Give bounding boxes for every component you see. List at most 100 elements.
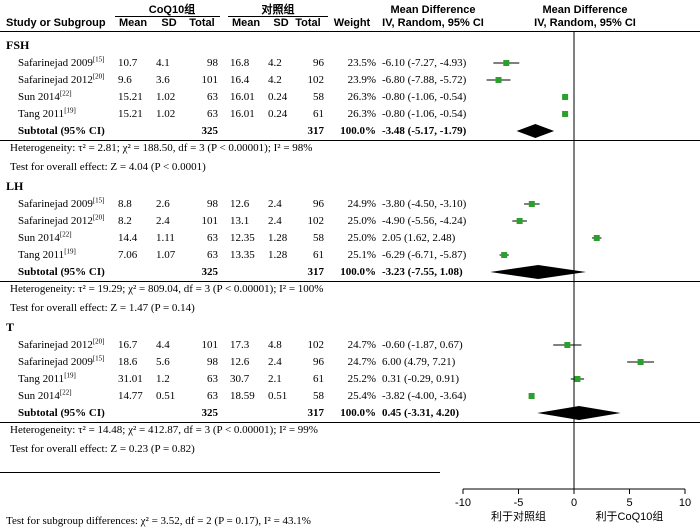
exp-mean: 15.21 <box>118 108 143 120</box>
study-label: Safarinejad 2009 <box>18 57 93 69</box>
study-name: Sun 2014[22] <box>18 230 72 246</box>
ctl-mean: 16.01 <box>230 91 255 103</box>
subtotal-row: Subtotal (95% CI) 325 317 100.0% -3.48 (-5.1… <box>0 123 700 139</box>
table-row: Tang 2011[19] 31.01 1.2 63 30.7 2.1 61 25.2% 0.3… <box>0 371 700 387</box>
table-row: Safarinejad 2009[15] 8.8 2.6 98 12.6 2.4 96 24.… <box>0 196 700 212</box>
ctl-mean: 18.59 <box>230 390 255 402</box>
study-name: Safarinejad 2009[15] <box>18 55 105 71</box>
study-name: Tang 2011[19] <box>18 247 76 263</box>
weight: 25.0% <box>347 215 376 227</box>
ctl-sd: 2.4 <box>268 356 282 368</box>
ctl-mean: 12.6 <box>230 198 250 210</box>
study-label: Sun 2014 <box>18 232 60 244</box>
study-label: Tang 2011 <box>18 249 65 261</box>
exp-mean: 10.7 <box>118 57 138 69</box>
weight: 100.0% <box>340 125 376 137</box>
exp-sd: 2.6 <box>156 198 170 210</box>
exp-total: 63 <box>207 232 218 244</box>
ctl-mean: 16.01 <box>230 108 255 120</box>
x-tick-label: 0 <box>571 497 577 509</box>
exp-total: 101 <box>201 74 219 86</box>
mean-difference-ci: 0.45 (-3.31, 4.20) <box>382 407 459 419</box>
mean-difference-ci: -6.80 (-7.88, -5.72) <box>382 74 467 86</box>
subtotal-label: Subtotal (95% CI) <box>18 266 105 278</box>
subgroup-title: LH <box>6 179 24 193</box>
exp-sd: 1.2 <box>156 373 170 385</box>
exp-mean-header: Mean <box>118 17 148 29</box>
exp-mean: 7.06 <box>118 249 138 261</box>
study-effect-marker <box>503 60 510 66</box>
weight: 25.1% <box>347 249 376 261</box>
ctl-total: 58 <box>313 232 324 244</box>
mean-difference-ci: -6.29 (-6.71, -5.87) <box>382 249 467 261</box>
mean-difference-ci: -4.90 (-5.56, -4.24) <box>382 215 467 227</box>
weight: 23.5% <box>347 57 376 69</box>
study-label: Sun 2014 <box>18 91 60 103</box>
study-ref: [20] <box>92 72 105 81</box>
subtotal-row: Subtotal (95% CI) 325 317 100.0% -3.23 (-7.5… <box>0 264 700 280</box>
ctl-total: 61 <box>313 249 324 261</box>
overall-effect-test: Test for overall effect: Z = 4.04 (P < 0… <box>10 161 206 173</box>
exp-total: 63 <box>207 249 218 261</box>
exp-total: 98 <box>207 57 218 69</box>
ctl-mean: 13.1 <box>230 215 250 227</box>
exp-total: 63 <box>207 91 218 103</box>
study-name: Tang 2011[19] <box>18 106 76 122</box>
weight: 25.2% <box>347 373 376 385</box>
ctl-sd: 1.28 <box>268 249 288 261</box>
subgroup-title: FSH <box>6 38 30 52</box>
weight: 23.9% <box>347 74 376 86</box>
study-ref: [22] <box>59 230 72 239</box>
subtotal-label: Subtotal (95% CI) <box>18 125 105 137</box>
experimental-group-header: CoQ10组 <box>148 4 196 16</box>
table-row: Sun 2014[22] 14.77 0.51 63 18.59 0.51 58 25.4% -… <box>0 388 700 404</box>
header-rule <box>0 31 700 32</box>
exp-sd-header: SD <box>161 17 177 29</box>
ctl-total: 317 <box>307 125 325 137</box>
ctl-sd: 4.2 <box>268 74 282 86</box>
study-name: Sun 2014[22] <box>18 89 72 105</box>
table-row: Tang 2011[19] 15.21 1.02 63 16.01 0.24 61 26.3%… <box>0 106 700 122</box>
subtotal-rule <box>0 422 700 423</box>
ctl-sd: 0.51 <box>268 390 288 402</box>
control-group-header: 对照组 <box>261 4 295 16</box>
exp-sd: 1.02 <box>156 108 176 120</box>
study-name: Sun 2014[22] <box>18 388 72 404</box>
study-name: Safarinejad 2012[20] <box>18 72 105 88</box>
study-label: Sun 2014 <box>18 390 60 402</box>
exp-group-rule <box>115 16 220 17</box>
weight: 24.7% <box>347 356 376 368</box>
mean-difference-ci: -3.23 (-7.55, 1.08) <box>382 266 463 278</box>
exp-sd: 4.1 <box>156 57 170 69</box>
study-name: Tang 2011[19] <box>18 371 76 387</box>
study-ref: [22] <box>59 89 72 98</box>
heterogeneity-stat: Heterogeneity: τ² = 14.48; χ² = 412.87, … <box>10 424 318 436</box>
weight: 100.0% <box>340 266 376 278</box>
study-ref: [19] <box>64 106 76 115</box>
study-effect-marker <box>562 111 569 117</box>
table-row: Sun 2014[22] 14.4 1.11 63 12.35 1.28 58 25.0% 2.… <box>0 230 700 246</box>
study-ref: [20] <box>92 337 105 346</box>
ctl-sd: 1.28 <box>268 232 288 244</box>
md-column-subtitle: IV, Random, 95% CI <box>382 17 484 29</box>
weight: 25.0% <box>347 232 376 244</box>
ctl-sd: 2.1 <box>268 373 282 385</box>
subtotal-row: Subtotal (95% CI) 325 317 100.0% 0.45 (-3.31… <box>0 405 700 421</box>
study-ref: [22] <box>59 388 72 397</box>
study-effect-marker <box>593 235 600 241</box>
subtotal-label: Subtotal (95% CI) <box>18 407 105 419</box>
x-tick-label: -10 <box>455 497 471 509</box>
ctl-total: 96 <box>313 198 324 210</box>
study-effect-marker <box>574 376 581 382</box>
study-label: Safarinejad 2009 <box>18 356 93 368</box>
ctl-group-rule <box>228 16 328 17</box>
table-row: Safarinejad 2009[15] 10.7 4.1 98 16.8 4.2 96 23… <box>0 55 700 71</box>
exp-mean: 18.6 <box>118 356 138 368</box>
ctl-total: 96 <box>313 57 324 69</box>
ctl-mean: 17.3 <box>230 339 250 351</box>
exp-sd: 0.51 <box>156 390 176 402</box>
exp-total: 325 <box>201 125 219 137</box>
bottom-rule <box>0 472 440 473</box>
